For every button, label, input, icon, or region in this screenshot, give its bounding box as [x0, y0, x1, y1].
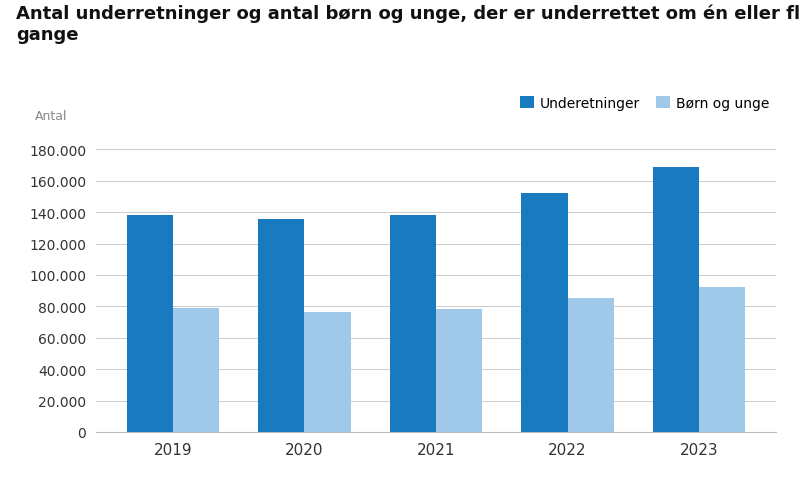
- Text: Antal: Antal: [35, 109, 67, 122]
- Bar: [653, 168, 699, 432]
- Bar: [127, 216, 173, 432]
- Bar: [436, 310, 482, 432]
- Bar: [699, 288, 745, 432]
- Bar: [258, 220, 305, 432]
- Bar: [567, 299, 614, 432]
- Bar: [522, 194, 567, 432]
- Legend: Underetninger, Børn og unge: Underetninger, Børn og unge: [520, 96, 769, 111]
- Text: Antal underretninger og antal børn og unge, der er underrettet om én eller flere: Antal underretninger og antal børn og un…: [16, 5, 800, 44]
- Bar: [305, 312, 350, 432]
- Bar: [173, 308, 219, 432]
- Bar: [390, 215, 436, 432]
